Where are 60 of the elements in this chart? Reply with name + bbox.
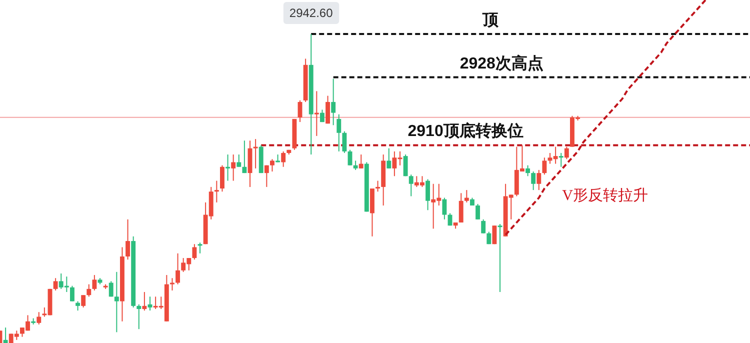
candlestick [214,180,219,203]
candlestick [531,171,536,191]
candlestick [376,180,380,192]
annotation: V形反转拉升 [562,188,648,204]
candlestick [564,146,569,160]
candlestick [76,300,80,312]
annotation: 2942.60 [283,2,340,24]
candlestick [264,164,269,188]
candlestick [70,285,74,302]
candlestick [281,150,286,168]
candlestick [126,218,130,260]
candlestick [336,114,342,152]
candlestick [81,294,86,308]
annotation: 2942.60 [289,6,334,20]
candlestick [170,278,174,291]
candlestick [270,158,274,172]
candlestick [298,100,302,123]
candlestick [114,271,119,333]
candlestick [36,312,42,325]
candlestick [348,149,352,166]
candlestick [542,157,547,176]
candlestick [53,278,58,291]
ref-line-label: 2928次高点 [460,53,544,72]
candlestick [86,284,92,298]
candlestick [92,274,97,291]
candlestick [536,169,542,191]
candlestick [136,304,142,330]
candlestick [492,225,497,245]
candlestick [403,154,408,177]
candlestick [231,154,236,182]
candlestick [142,292,147,312]
candlestick [526,164,530,177]
candlestick [558,152,564,168]
candlestick [176,252,180,285]
candlestick [226,154,230,182]
candlestick [458,192,464,223]
ref-line-label: 2910顶底转换位 [408,122,524,140]
candlestick [326,95,330,124]
candlestick [464,190,469,203]
candlestick [242,140,247,174]
candlestick [331,78,336,126]
ref-line-label: 顶 [482,12,500,29]
candlestick [253,138,258,169]
candlestick [442,197,447,220]
candlestick [408,174,414,197]
candlestick [476,203,480,220]
candlestick [342,130,347,154]
candlestick [426,178,430,211]
candlestick [108,280,114,298]
candlestick [358,154,364,169]
candlestick [192,244,197,260]
candlestick [486,231,492,245]
candlestick [314,90,319,136]
candlestick [3,327,8,343]
candlestick [220,164,224,192]
candlestick [236,154,242,168]
candlestick [320,109,324,123]
candlestick [481,218,486,234]
candlestick [386,148,392,169]
candlestick [353,160,358,170]
